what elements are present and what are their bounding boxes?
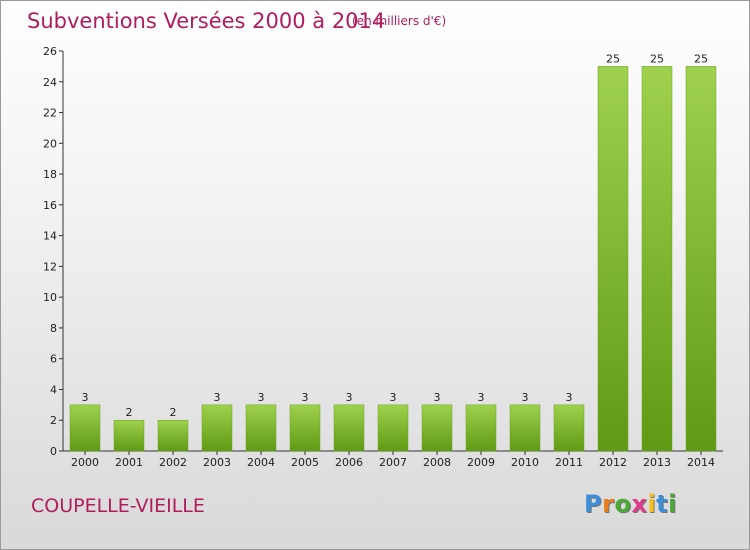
bar [69, 404, 101, 452]
logo-letter: i [647, 490, 657, 518]
y-tick-label: 6 [50, 353, 57, 366]
data-label: 25 [694, 52, 708, 65]
y-tick-label: 12 [43, 260, 57, 273]
y-tick-label: 0 [50, 445, 57, 458]
x-tick-label: 2007 [379, 456, 407, 469]
data-label: 3 [434, 391, 441, 404]
data-label: 3 [82, 391, 89, 404]
chart-bars [69, 66, 717, 452]
data-label: 3 [522, 391, 529, 404]
y-tick-label: 4 [50, 383, 57, 396]
bar [245, 404, 277, 452]
logo-letter: r [602, 490, 615, 518]
bar [333, 404, 365, 452]
logo-letter: x [631, 490, 648, 518]
bar [685, 66, 717, 452]
bar [289, 404, 321, 452]
bar [421, 404, 453, 452]
data-label: 3 [258, 391, 265, 404]
x-tick-label: 2013 [643, 456, 671, 469]
data-label: 2 [170, 406, 177, 419]
bar [465, 404, 497, 452]
x-tick-label: 2006 [335, 456, 363, 469]
bar [641, 66, 673, 452]
data-label: 3 [302, 391, 309, 404]
y-tick-label: 26 [43, 45, 57, 58]
y-tick-label: 10 [43, 291, 57, 304]
bar [157, 419, 189, 452]
logo-letter: i [668, 490, 677, 518]
chart-data-labels: 3 2 2 3 3 3 3 3 3 3 3 3 25 25 25 [82, 52, 709, 419]
data-label: 3 [214, 391, 221, 404]
data-label: 3 [566, 391, 573, 404]
data-label: 3 [390, 391, 397, 404]
logo-letter: o [614, 490, 632, 518]
x-tick-label: 2004 [247, 456, 275, 469]
data-label: 3 [346, 391, 353, 404]
bar [201, 404, 233, 452]
bar [509, 404, 541, 452]
data-label: 25 [650, 52, 664, 65]
proxiti-logo: Proxiti [584, 490, 677, 518]
x-tick-label: 2003 [203, 456, 231, 469]
chart-title: Subventions Versées 2000 à 2014 [27, 9, 386, 33]
y-tick-label: 8 [50, 322, 57, 335]
logo-letter: t [656, 490, 669, 518]
data-label: 25 [606, 52, 620, 65]
y-tick-label: 22 [43, 107, 57, 120]
x-tick-label: 2002 [159, 456, 187, 469]
commune-name: COUPELLE-VIEILLE [31, 495, 205, 517]
x-tick-label: 2001 [115, 456, 143, 469]
bar [553, 404, 585, 452]
y-tick-label: 2 [50, 414, 57, 427]
y-tick-label: 14 [43, 230, 57, 243]
y-tick-label: 16 [43, 199, 57, 212]
chart-unit: (en milliers d'€) [352, 14, 447, 28]
y-tick-label: 18 [43, 168, 57, 181]
logo-letter: P [584, 490, 603, 518]
y-tick-label: 24 [43, 76, 57, 89]
y-tick-label: 20 [43, 137, 57, 150]
x-tick-label: 2000 [71, 456, 99, 469]
bar [597, 66, 629, 452]
x-tick-label: 2009 [467, 456, 495, 469]
x-tick-label: 2012 [599, 456, 627, 469]
x-tick-label: 2014 [687, 456, 715, 469]
x-tick-label: 2008 [423, 456, 451, 469]
bar [377, 404, 409, 452]
bar [113, 419, 145, 452]
x-tick-label: 2011 [555, 456, 583, 469]
x-tick-label: 2005 [291, 456, 319, 469]
x-tick-label: 2010 [511, 456, 539, 469]
data-label: 3 [478, 391, 485, 404]
data-label: 2 [126, 406, 133, 419]
